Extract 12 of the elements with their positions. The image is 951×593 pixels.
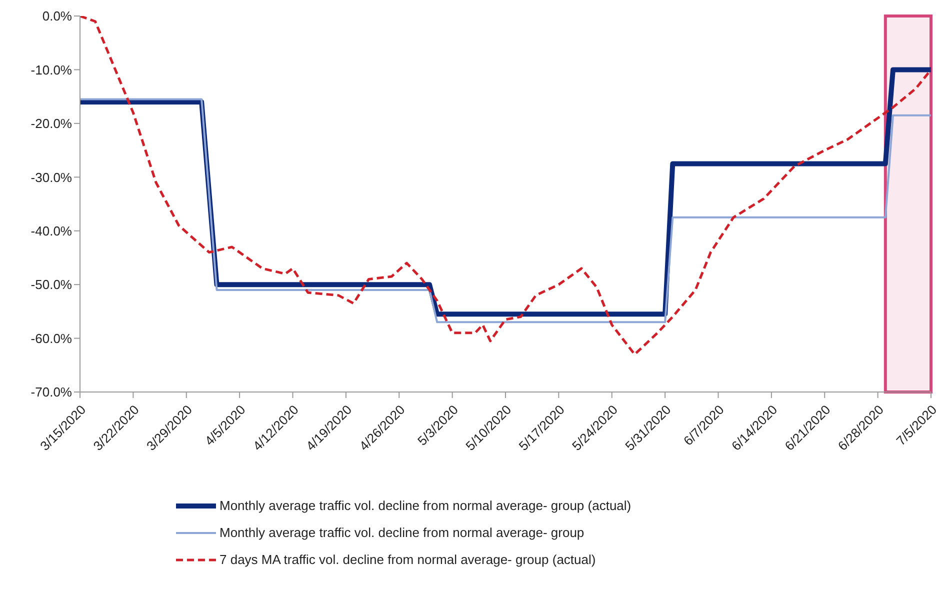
y-tick-label: -70.0% [30,384,72,400]
y-tick-label: -40.0% [30,223,72,238]
y-tick-label: -50.0% [30,277,72,292]
legend-label: Monthly average traffic vol. decline from normal average- group (actual) [220,498,632,513]
y-tick-label: -10.0% [30,62,72,78]
y-tick-label: -30.0% [30,170,72,185]
y-tick-label: -20.0% [30,116,72,132]
y-tick-label: -60.0% [30,330,72,346]
legend-label: 7 days MA traffic vol. decline from normal average- group (actual) [220,552,596,567]
line-series [80,16,931,356]
legend-label: Monthly average traffic vol. decline from normal average- group [220,525,584,540]
y-tick-label: 0.0% [42,8,72,24]
